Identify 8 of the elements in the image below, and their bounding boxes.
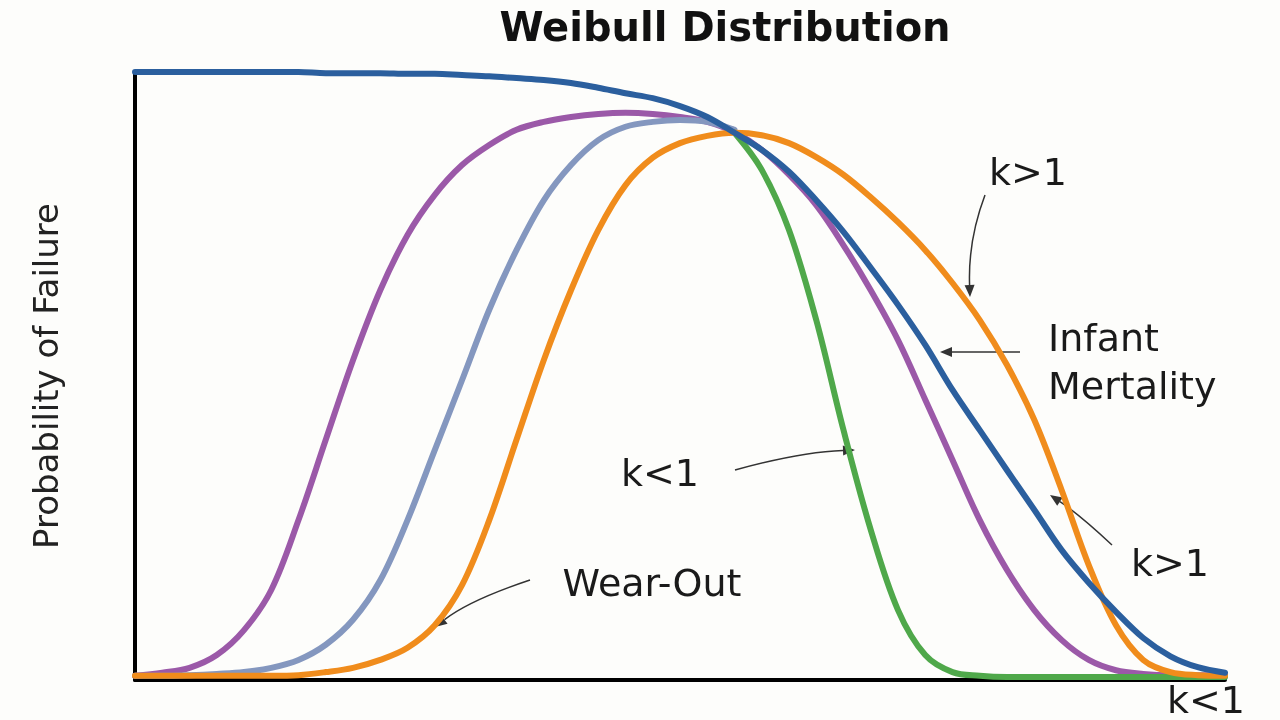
annotation: k>1 (988, 150, 1068, 194)
y-axis-title: Probability of Failure (26, 203, 66, 549)
annotation: k>1 (1130, 541, 1210, 585)
annotation: k<1 (1166, 678, 1246, 720)
annotation: k<1 (620, 451, 700, 495)
annotation: Wear-Out (562, 561, 742, 605)
chart-title: Weibull Distribution (499, 4, 951, 50)
annotation: Infant Mertality (1048, 316, 1217, 408)
